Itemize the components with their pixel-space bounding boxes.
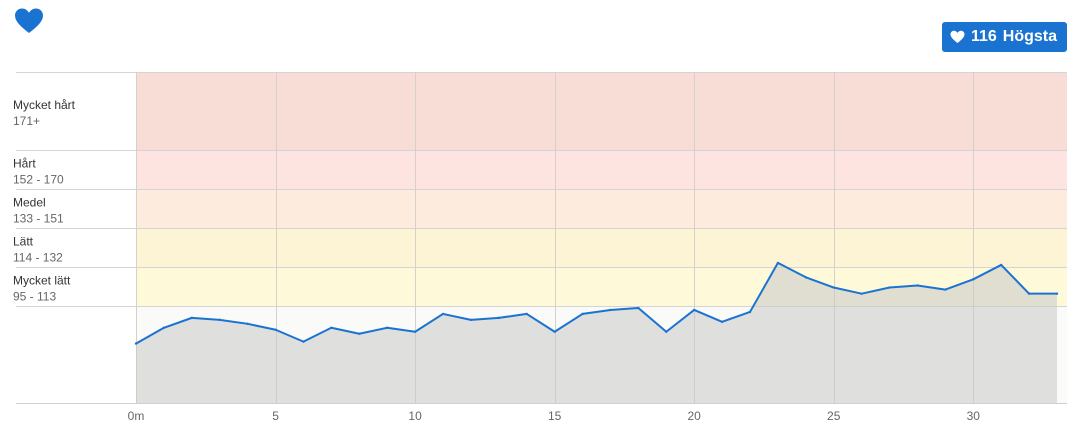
data-point xyxy=(1027,292,1031,295)
data-point xyxy=(692,308,696,312)
zone-name-label: Mycket hårt xyxy=(13,98,76,112)
zone-range-label: 133 - 151 xyxy=(13,212,64,226)
zone-band xyxy=(136,189,1067,228)
data-point xyxy=(441,312,445,316)
x-tick-label: 0m xyxy=(128,409,145,423)
max-badge-value: 116 xyxy=(970,28,997,45)
heart-icon xyxy=(950,30,965,44)
data-point xyxy=(525,312,528,316)
zone-name-label: Lätt xyxy=(13,235,34,249)
data-point xyxy=(497,316,501,320)
zone-range-label: 114 - 132 xyxy=(13,251,63,265)
zone-name-label: Medel xyxy=(13,196,46,210)
zone-name-label: Mycket lätt xyxy=(13,274,71,288)
zone-range-label: 95 - 113 xyxy=(13,290,56,304)
heart-rate-line xyxy=(135,261,1057,345)
data-point xyxy=(1055,292,1059,295)
data-point xyxy=(720,320,724,324)
data-point xyxy=(358,332,361,335)
zone-band xyxy=(136,72,1067,150)
data-point xyxy=(581,312,584,316)
data-point xyxy=(218,318,221,322)
zone-band xyxy=(136,150,1067,189)
data-point xyxy=(860,292,863,295)
data-point xyxy=(553,330,556,333)
data-point xyxy=(609,308,612,312)
data-point xyxy=(246,322,249,326)
data-point xyxy=(804,276,808,279)
data-point xyxy=(916,284,919,287)
x-tick-label: 25 xyxy=(827,409,841,423)
data-point xyxy=(637,306,640,310)
data-point xyxy=(972,278,975,281)
data-point xyxy=(162,326,166,329)
x-tick-label: 10 xyxy=(408,409,422,423)
heart-icon xyxy=(14,7,44,35)
data-point xyxy=(944,288,947,291)
data-point xyxy=(330,326,333,329)
max-heart-rate-badge: 116 Högsta xyxy=(941,22,1067,52)
x-tick-label: 20 xyxy=(688,409,702,423)
data-point xyxy=(776,261,780,265)
data-point xyxy=(134,342,138,345)
zone-range-label: 152 - 170 xyxy=(13,173,64,187)
data-point xyxy=(832,286,835,289)
data-point xyxy=(385,326,389,329)
x-tick-label: 30 xyxy=(967,409,981,423)
data-point xyxy=(190,316,194,320)
zone-band xyxy=(136,228,1067,267)
zone-name-label: Hårt xyxy=(13,157,36,171)
data-point xyxy=(999,263,1003,267)
data-point xyxy=(748,310,752,314)
data-point xyxy=(274,328,277,331)
max-badge-label: Högsta xyxy=(1002,28,1057,45)
heart-rate-area xyxy=(136,262,1057,403)
x-tick-label: 5 xyxy=(272,409,279,423)
data-point xyxy=(413,330,417,333)
data-point xyxy=(888,286,891,289)
data-point xyxy=(302,340,305,343)
x-tick-label: 15 xyxy=(548,409,562,423)
data-point xyxy=(469,318,473,322)
data-point xyxy=(665,330,668,333)
zone-range-label: 171+ xyxy=(13,114,40,128)
